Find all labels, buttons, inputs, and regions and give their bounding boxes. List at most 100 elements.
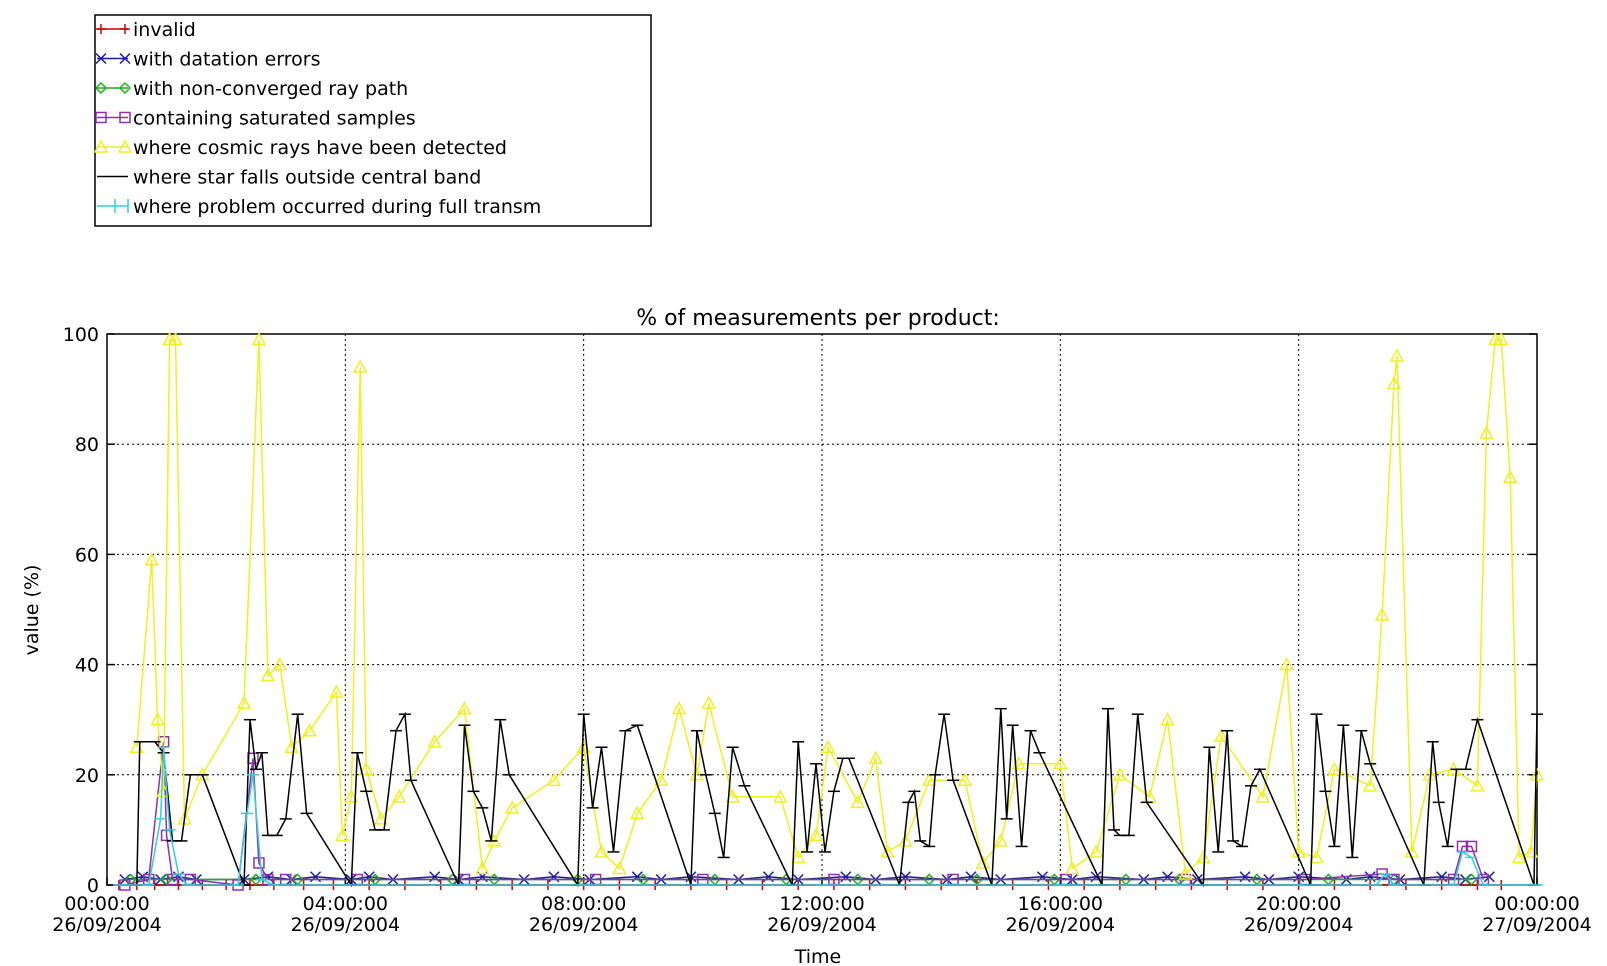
data-point [391,789,407,803]
x-tick-date: 26/09/2004 [1006,914,1116,936]
x-tick-time: 00:00:00 [1494,893,1579,915]
data-point [1196,849,1211,864]
data-point [1465,840,1478,853]
legend-item: where star falls outside central band [97,167,481,189]
series-1 [119,871,1495,886]
data-point [1053,756,1068,770]
y-tick-label: 20 [75,765,99,787]
data-point [272,657,288,671]
data-point [329,684,344,698]
data-point [701,695,717,709]
data-point [1389,348,1405,362]
data-point [335,827,350,842]
data-point [302,723,317,737]
legend-marker [95,111,107,124]
y-tick-label: 80 [75,434,99,456]
y-axis-ticks: 0 20 40 60 80 100 [63,324,1537,897]
data-point [808,827,824,842]
x-tick-date: 26/09/2004 [52,914,162,936]
x-tick-time: 16:00:00 [1018,893,1103,915]
x-tick-time: 00:00:00 [64,893,149,915]
series-4 [129,331,1545,880]
data-point [358,761,374,776]
x-tick-time: 20:00:00 [1256,893,1341,915]
series-line [136,708,1538,888]
chart-title: % of measurements per product: [636,306,1000,331]
data-point [1374,607,1390,621]
data-point [1470,778,1485,792]
data-point [630,805,645,820]
data-point [1309,849,1324,864]
y-tick-label: 0 [87,875,99,897]
legend-box [94,14,652,227]
x-tick-date: 26/09/2004 [291,914,401,936]
legend-marker [94,81,108,95]
data-point [921,772,937,787]
data-point [1529,767,1545,781]
legend-label: where problem occurred during full trans… [133,196,541,218]
data-point [1483,871,1495,883]
data-point [612,860,627,875]
data-point [671,701,687,715]
data-point [427,734,442,748]
data-point [475,860,490,875]
x-axis-label: Time [794,946,842,966]
data-point [1386,376,1402,390]
grid [107,334,1537,885]
data-point [957,772,973,787]
x-axis-ticks: 00:00:0026/09/200404:00:0026/09/200408:0… [52,877,1592,936]
series-line [124,741,1485,886]
series-line [136,338,1538,876]
legend: invalid with datation errors with non-conv… [93,14,652,227]
legend-marker [96,24,106,34]
data-point [1178,866,1193,880]
y-tick-label: 60 [75,544,99,566]
data-point [1465,873,1478,886]
legend-item: where cosmic rays have been detected [93,137,507,159]
data-point [594,844,609,858]
data-point [850,794,866,809]
data-point [725,789,740,803]
series-5 [130,707,1543,888]
data-point [457,701,472,715]
legend-label: where star falls outside central band [133,167,481,189]
data-point [373,811,389,825]
data-point [1479,425,1494,439]
x-tick-time: 12:00:00 [779,893,864,915]
legend-item: containing saturated samples [95,108,416,130]
data-point [260,668,276,682]
legend-item: with non-converged ray path [94,78,408,100]
x-tick-date: 27/09/2004 [1482,914,1592,936]
data-point [236,695,252,709]
legend-marker [118,81,132,95]
legend-marker [95,52,107,65]
data-point [352,359,368,373]
legend-item: with datation errors [95,49,320,71]
legend-label: invalid [133,19,196,41]
x-tick-date: 26/09/2004 [767,914,877,936]
data-point [1279,657,1295,671]
data-point [249,873,263,886]
data-point [898,833,913,847]
data-point [1493,331,1509,346]
data-point [1160,712,1175,726]
data-point [1362,778,1378,792]
y-tick-label: 40 [75,655,99,677]
data-point [546,772,562,787]
data-point [1502,469,1518,484]
legend-label: containing saturated samples [133,108,416,130]
series-6 [112,746,1543,886]
data-point [1327,761,1342,776]
data-point [993,833,1009,847]
data-point [653,772,669,787]
data-point [251,331,267,346]
data-point [253,857,265,869]
data-point [1255,789,1271,803]
legend-marker [120,24,130,34]
data-point [1088,844,1104,858]
legend-marker [117,139,133,153]
x-tick-date: 26/09/2004 [529,914,639,936]
legend-label: where cosmic rays have been detected [133,137,507,159]
data-point [1213,728,1229,742]
